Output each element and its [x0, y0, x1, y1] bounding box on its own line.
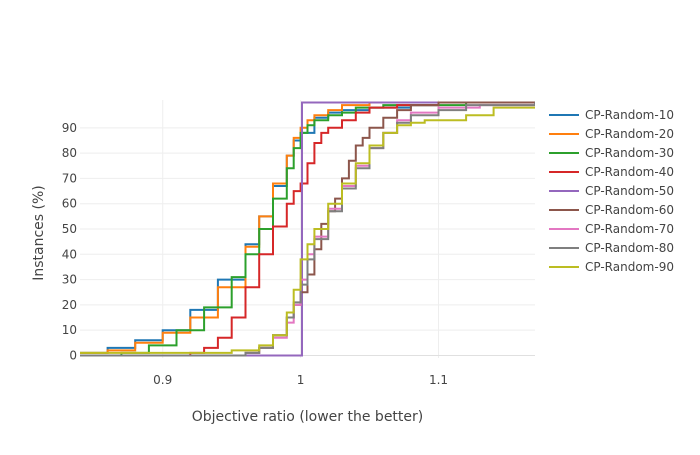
y-axis-ticks: 0 10 20 30 40 50 60 70 80 90	[62, 121, 77, 363]
legend-label: CP-Random-40	[585, 165, 674, 179]
y-axis-title: Instances (%)	[31, 185, 47, 281]
x-axis-ticks: 0.9 1 1.1	[153, 373, 448, 387]
series-line-cp-random-30	[80, 101, 535, 357]
y-tick-label: 10	[62, 323, 77, 337]
legend-item-cp-random-40[interactable]: CP-Random-40	[549, 165, 674, 179]
legend-item-cp-random-10[interactable]: CP-Random-10	[549, 108, 674, 122]
gridlines	[80, 100, 535, 358]
legend-item-cp-random-70[interactable]: CP-Random-70	[549, 222, 674, 236]
x-tick-label: 0.9	[153, 373, 172, 387]
y-tick-label: 20	[62, 298, 77, 312]
legend-label: CP-Random-80	[585, 241, 674, 255]
y-tick-label: 60	[62, 197, 77, 211]
x-tick-label: 1	[297, 373, 305, 387]
legend-label: CP-Random-90	[585, 260, 674, 274]
legend[interactable]: CP-Random-10 CP-Random-20 CP-Random-30 CP-R…	[549, 108, 674, 274]
series-line-cp-random-20	[80, 101, 535, 354]
legend-label: CP-Random-50	[585, 184, 674, 198]
y-tick-label: 0	[69, 348, 77, 362]
legend-item-cp-random-30[interactable]: CP-Random-30	[549, 146, 674, 160]
y-tick-label: 30	[62, 273, 77, 287]
series-line-cp-random-50	[80, 101, 535, 357]
legend-label: CP-Random-70	[585, 222, 674, 236]
series-line-cp-random-10	[80, 101, 535, 354]
legend-item-cp-random-60[interactable]: CP-Random-60	[549, 203, 674, 217]
legend-label: CP-Random-20	[585, 127, 674, 141]
x-tick-label: 1.1	[429, 373, 448, 387]
legend-item-cp-random-80[interactable]: CP-Random-80	[549, 241, 674, 255]
legend-item-cp-random-50[interactable]: CP-Random-50	[549, 184, 674, 198]
y-tick-label: 50	[62, 222, 77, 236]
legend-item-cp-random-90[interactable]: CP-Random-90	[549, 260, 674, 274]
series-line-cp-random-90	[80, 106, 535, 354]
x-axis-title: Objective ratio (lower the better)	[192, 409, 424, 425]
series-lines	[80, 101, 535, 357]
series-line-cp-random-40	[80, 101, 535, 357]
legend-label: CP-Random-60	[585, 203, 674, 217]
legend-item-cp-random-20[interactable]: CP-Random-20	[549, 127, 674, 141]
y-tick-label: 80	[62, 146, 77, 160]
legend-label: CP-Random-10	[585, 108, 674, 122]
y-tick-label: 90	[62, 121, 77, 135]
y-tick-label: 70	[62, 171, 77, 185]
legend-label: CP-Random-30	[585, 146, 674, 160]
y-tick-label: 40	[62, 247, 77, 261]
